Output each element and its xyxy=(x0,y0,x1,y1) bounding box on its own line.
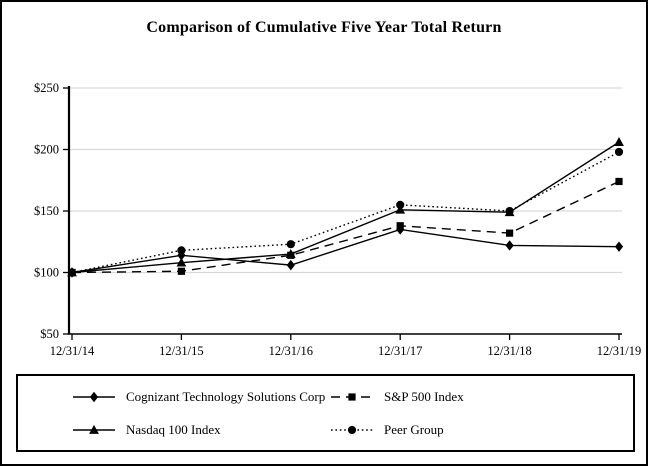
x-tick-label: 12/31/14 xyxy=(50,344,95,358)
peer-group-line-sample-icon xyxy=(331,425,373,434)
legend-label-sp500: S&P 500 Index xyxy=(384,388,464,404)
x-tick-label: 12/31/15 xyxy=(159,344,203,358)
legend-item-cognizant: Cognizant Technology Solutions Corp xyxy=(72,389,330,405)
x-tick-label: 12/31/19 xyxy=(597,344,641,358)
legend: Cognizant Technology Solutions Corp S&P … xyxy=(16,374,635,452)
nasdaq100-line-sample-icon xyxy=(73,424,115,434)
y-axis-labels: $250 $200 $150 $100 $50 xyxy=(34,81,59,341)
legend-label-peer-group: Peer Group xyxy=(384,421,444,437)
legend-item-sp500: S&P 500 Index xyxy=(330,389,633,405)
y-tick-label: $150 xyxy=(34,204,59,218)
sp500-line-sample-icon xyxy=(331,392,373,401)
legend-item-peer-group: Peer Group xyxy=(330,422,633,438)
y-tick-label: $250 xyxy=(34,81,59,95)
chart-title: Comparison of Cumulative Five Year Total… xyxy=(146,19,502,36)
x-tick-label: 12/31/18 xyxy=(487,344,531,358)
series-peer-group xyxy=(67,147,624,277)
axes xyxy=(63,86,622,340)
cognizant-line-sample-icon xyxy=(73,391,115,402)
gridlines xyxy=(69,87,622,274)
x-tick-label: 12/31/16 xyxy=(269,344,313,358)
legend-label-nasdaq100: Nasdaq 100 Index xyxy=(126,421,221,437)
x-tick-label: 12/31/17 xyxy=(378,344,422,358)
series-nasdaq-100-index xyxy=(67,137,624,277)
y-tick-label: $100 xyxy=(34,266,59,280)
y-tick-label: $200 xyxy=(34,143,59,157)
legend-item-nasdaq100: Nasdaq 100 Index xyxy=(72,422,330,438)
legend-label-cognizant: Cognizant Technology Solutions Corp xyxy=(126,388,326,404)
y-tick-label: $50 xyxy=(40,327,59,341)
x-axis-labels: 12/31/14 12/31/15 12/31/16 12/31/17 12/31/18… xyxy=(50,344,641,358)
